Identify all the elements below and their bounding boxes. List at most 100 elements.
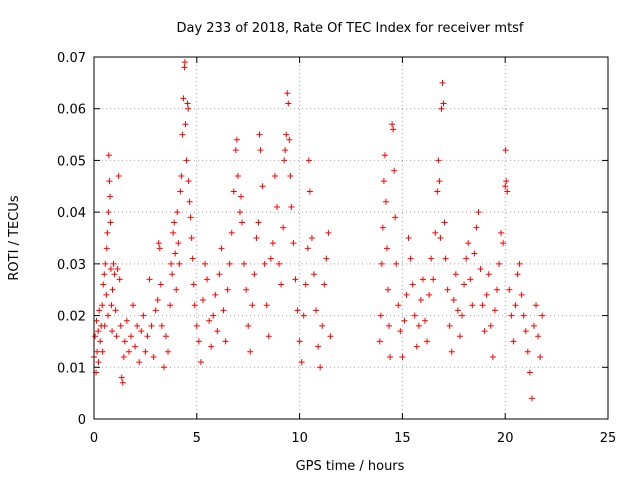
data-point: [382, 198, 389, 205]
data-point: [281, 157, 288, 164]
data-point: [325, 229, 332, 236]
data-point: [118, 374, 125, 381]
data-point: [108, 302, 115, 309]
y-tick-label: 0.07: [57, 51, 86, 66]
data-point: [378, 260, 385, 267]
data-point: [467, 276, 474, 283]
data-point: [96, 307, 103, 314]
data-point: [99, 302, 106, 309]
data-point: [473, 224, 480, 231]
data-point: [315, 343, 322, 350]
data-point: [450, 297, 457, 304]
data-point: [185, 105, 192, 112]
data-point: [186, 198, 193, 205]
data-point: [306, 188, 313, 195]
data-point: [97, 338, 104, 345]
data-point: [197, 359, 204, 366]
data-point: [255, 219, 262, 226]
data-point: [174, 209, 181, 216]
data-point: [424, 338, 431, 345]
data-point: [101, 271, 108, 278]
data-point: [256, 131, 263, 138]
data-point: [485, 271, 492, 278]
data-point: [434, 188, 441, 195]
data-point: [407, 255, 414, 262]
data-point: [300, 312, 307, 319]
data-point: [465, 240, 472, 247]
data-point: [413, 343, 420, 350]
data-point: [284, 90, 291, 97]
data-point: [387, 353, 394, 360]
data-point: [128, 333, 135, 340]
data-point: [182, 121, 189, 128]
data-point: [180, 95, 187, 102]
data-point: [230, 188, 237, 195]
data-point: [393, 260, 400, 267]
data-point: [524, 348, 531, 355]
data-point: [170, 229, 177, 236]
data-point: [381, 152, 388, 159]
data-point: [167, 302, 174, 309]
data-point: [280, 224, 287, 231]
data-point: [516, 260, 523, 267]
grid: [94, 57, 608, 419]
data-point: [165, 348, 172, 355]
data-point: [110, 260, 117, 267]
data-point: [510, 338, 517, 345]
data-point: [383, 245, 390, 252]
data-point: [208, 343, 215, 350]
data-point: [115, 172, 122, 179]
data-point: [498, 229, 505, 236]
data-point: [144, 333, 151, 340]
data-point: [411, 312, 418, 319]
plot-frame: [93, 56, 609, 420]
data-point: [385, 286, 392, 293]
data-point: [109, 328, 116, 335]
data-point: [399, 353, 406, 360]
data-point: [504, 188, 511, 195]
data-point: [176, 260, 183, 267]
data-point: [380, 178, 387, 185]
data-point: [514, 271, 521, 278]
data-point: [218, 245, 225, 252]
data-point: [269, 240, 276, 247]
data-point: [238, 193, 245, 200]
x-tick-label: 5: [193, 431, 201, 446]
data-point: [305, 157, 312, 164]
data-point: [282, 147, 289, 154]
data-point: [187, 214, 194, 221]
data-point: [469, 302, 476, 309]
data-point: [172, 250, 179, 257]
data-point: [487, 322, 494, 329]
data-point: [212, 291, 219, 298]
data-point: [155, 240, 162, 247]
data-point: [520, 312, 527, 319]
data-point: [415, 322, 422, 329]
data-point: [175, 240, 182, 247]
data-point: [506, 286, 513, 293]
data-point: [181, 64, 188, 71]
data-point: [101, 322, 108, 329]
data-point: [491, 307, 498, 314]
y-tick-label: 0.03: [57, 258, 86, 273]
data-point: [228, 229, 235, 236]
data-point: [253, 235, 260, 241]
data-point: [169, 271, 176, 278]
x-tick-label: 20: [497, 431, 514, 446]
data-point: [539, 312, 546, 319]
data-point: [107, 193, 114, 200]
data-point: [107, 266, 114, 273]
data-point: [171, 219, 178, 226]
data-point: [178, 172, 185, 179]
data-point: [386, 322, 393, 329]
data-point: [463, 255, 470, 262]
data-point: [263, 302, 270, 309]
data-point: [247, 348, 254, 355]
data-point: [395, 302, 402, 309]
data-point: [156, 245, 163, 252]
data-point: [321, 281, 328, 288]
data-point: [265, 333, 272, 340]
data-point: [376, 338, 383, 345]
data-point: [526, 369, 533, 376]
data-point: [286, 136, 293, 143]
